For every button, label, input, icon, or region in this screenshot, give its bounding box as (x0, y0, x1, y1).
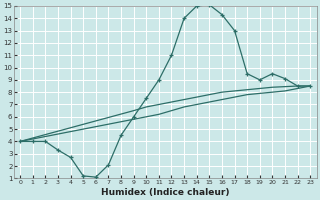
X-axis label: Humidex (Indice chaleur): Humidex (Indice chaleur) (101, 188, 229, 197)
